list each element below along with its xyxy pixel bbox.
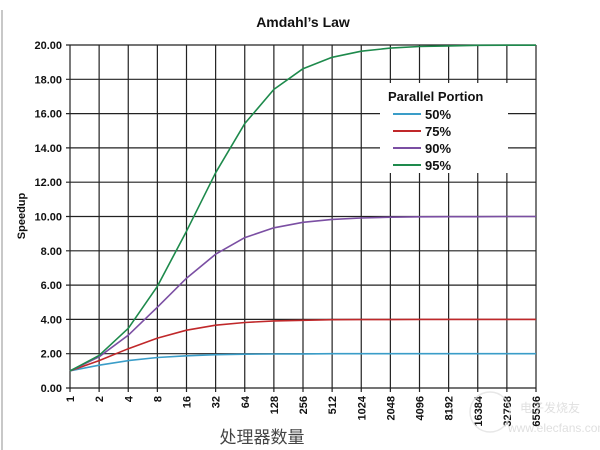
watermark-logo-icon xyxy=(469,391,511,433)
x-tick-label: 2 xyxy=(94,396,106,402)
watermark-text: 电子发烧友 xyxy=(520,400,580,415)
y-tick-label: 6.00 xyxy=(41,280,62,292)
series-line-50pct xyxy=(69,352,536,372)
y-tick-label: 14.00 xyxy=(34,143,62,155)
y-tick-label: 18.00 xyxy=(34,74,62,86)
x-tick-label: 4 xyxy=(123,395,135,402)
x-tick-label: 2048 xyxy=(385,396,397,420)
x-axis-ticks: 1 2 4 8 16 32 64 128 256 512 1024 2048 4096 8192 16384… xyxy=(65,395,543,426)
series-lines xyxy=(69,44,536,372)
x-tick-label: 4096 xyxy=(415,396,427,420)
y-tick-label: 12.00 xyxy=(34,177,62,189)
x-tick-label: 128 xyxy=(269,396,281,414)
watermark: 电子发烧友 www.elecfans.com xyxy=(469,391,600,435)
series-line-95pct xyxy=(69,44,536,372)
y-axis-ticks: 0.00 2.00 4.00 6.00 8.00 10.00 12.00 14.00 16.00… xyxy=(34,40,62,395)
series-line-90pct xyxy=(69,215,536,372)
y-tick-label: 2.00 xyxy=(41,349,62,361)
x-tick-label: 16384 xyxy=(473,395,485,426)
legend-title: Parallel Portion xyxy=(388,89,483,104)
x-tick-label: 32 xyxy=(211,396,223,408)
y-tick-label: 20.00 xyxy=(34,40,62,52)
y-tick-label: 0.00 xyxy=(41,383,62,395)
x-axis-label: 处理器数量 xyxy=(220,428,305,448)
x-tick-label: 8192 xyxy=(444,396,456,420)
y-tick-label: 16.00 xyxy=(34,109,62,121)
watermark-url: www.elecfans.com xyxy=(507,421,600,435)
image-left-border xyxy=(1,10,3,450)
legend-item-label: 95% xyxy=(425,158,451,173)
legend-box xyxy=(380,83,508,173)
y-tick-label: 8.00 xyxy=(41,246,62,258)
chart-title: Amdahl’s Law xyxy=(256,14,350,30)
x-tick-label: 256 xyxy=(298,396,310,414)
series-line-75pct xyxy=(69,318,536,372)
y-axis-label: Speedup xyxy=(16,192,28,239)
y-tick-label: 4.00 xyxy=(41,314,62,326)
legend-item-label: 90% xyxy=(425,141,451,156)
x-tick-label: 8 xyxy=(152,396,164,402)
x-tick-label: 1024 xyxy=(356,395,368,420)
legend-item-label: 50% xyxy=(425,107,451,122)
x-tick-label: 512 xyxy=(327,396,339,414)
legend-item-label: 75% xyxy=(425,124,451,139)
legend: Parallel Portion 50% 75% 90% 95% xyxy=(380,83,508,173)
x-tick-label: 32768 xyxy=(502,396,514,427)
x-tick-label: 64 xyxy=(240,395,252,408)
x-tick-label: 65536 xyxy=(531,396,543,427)
x-tick-label: 16 xyxy=(182,396,194,408)
y-tick-label: 10.00 xyxy=(34,212,62,224)
x-tick-label: 1 xyxy=(65,396,77,402)
